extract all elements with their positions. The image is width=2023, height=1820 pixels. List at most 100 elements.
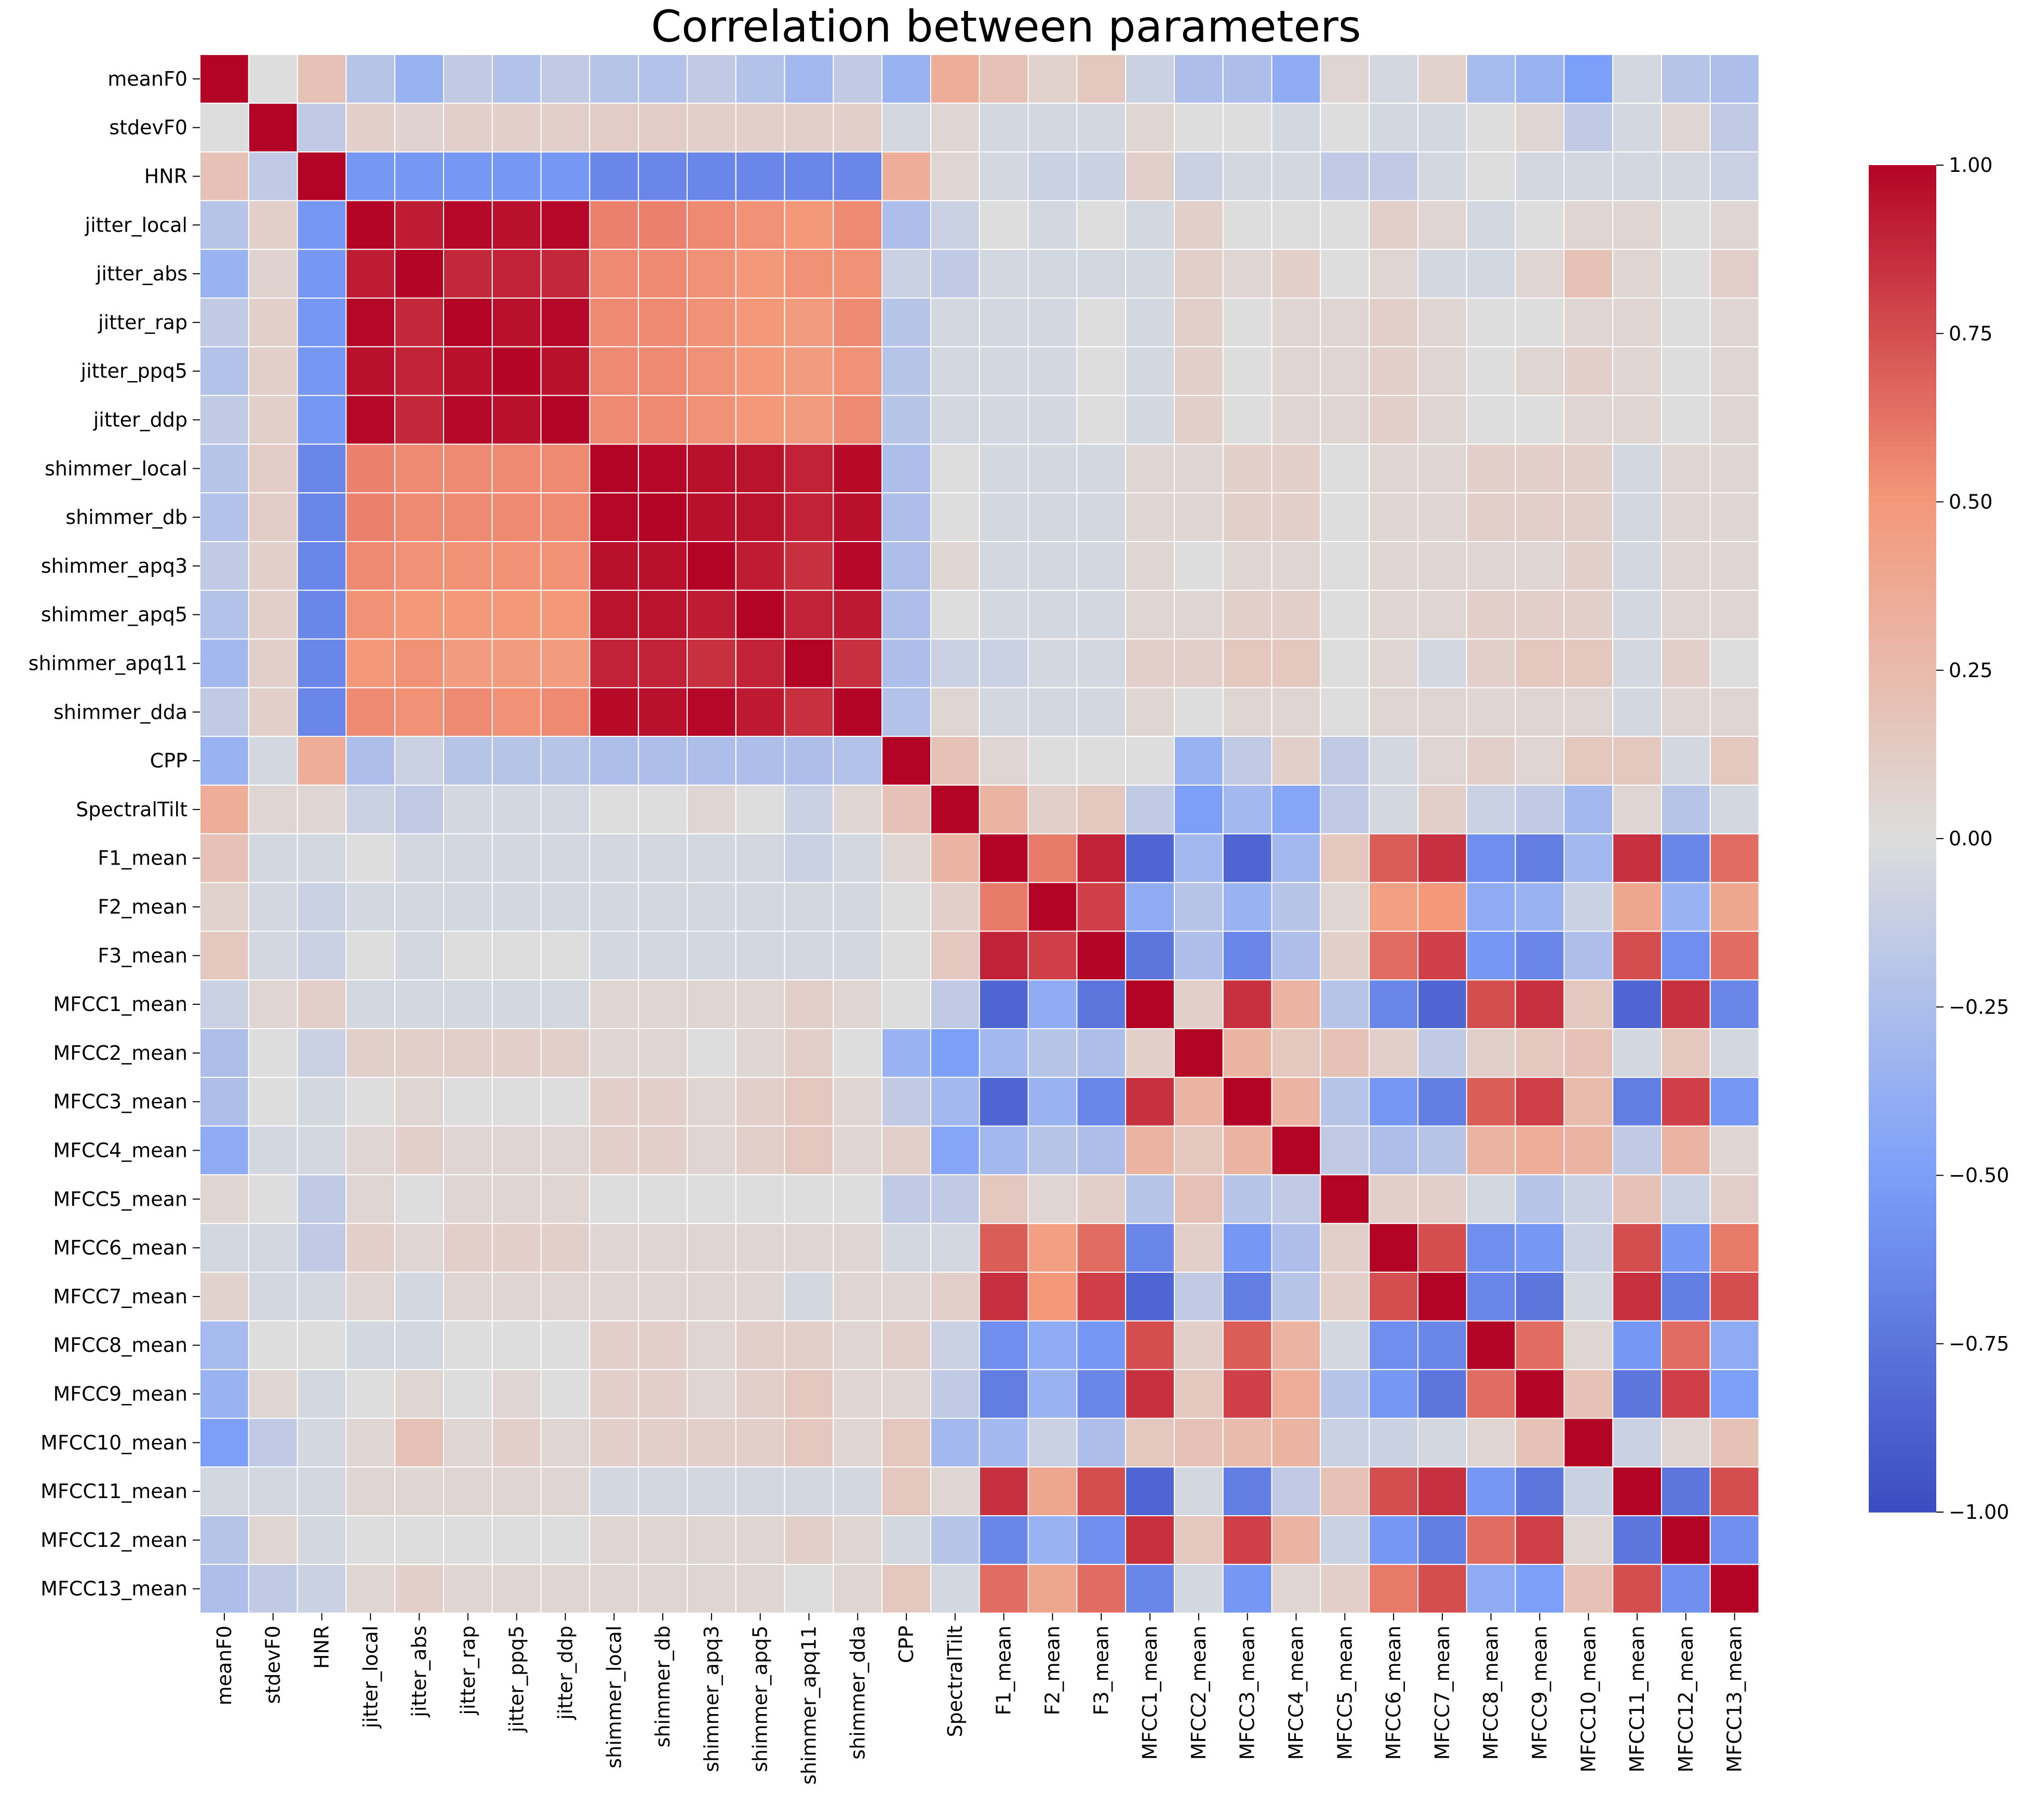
heatmap-cell: [1076, 785, 1127, 834]
colorbar-segment: [1869, 650, 1936, 657]
heatmap-cell: [833, 785, 883, 834]
heatmap-cell: [394, 1418, 445, 1468]
colorbar-segment: [1869, 596, 1936, 603]
heatmap-cell: [1271, 1369, 1321, 1419]
heatmap-cell: [1515, 1563, 1565, 1614]
colorbar-segment: [1869, 1222, 1936, 1230]
colorbar-tick-label: −0.25: [1949, 995, 2009, 1018]
heatmap-cell: [687, 54, 736, 104]
heatmap-cell: [735, 298, 785, 347]
heatmap-cell: [1222, 1418, 1272, 1468]
heatmap-cell: [1125, 200, 1175, 250]
heatmap-cell: [491, 1320, 542, 1370]
colorbar-segment: [1869, 367, 1936, 374]
heatmap-cell: [979, 1515, 1029, 1565]
colorbar-segment: [1869, 198, 1936, 206]
x-tick-labels: meanF0 stdevF0 HNR jitter_local jitter_abs ji…: [213, 1613, 1746, 1785]
heatmap-cell: [589, 1125, 639, 1176]
heatmap-cell: [1417, 785, 1467, 834]
heatmap-cell: [833, 443, 883, 494]
colorbar-segment: [1869, 1337, 1936, 1344]
heatmap-cell: [1271, 785, 1321, 834]
heatmap-cell: [1174, 54, 1224, 104]
heatmap-cell: [1709, 833, 1760, 883]
heatmap-cell: [1709, 882, 1760, 932]
heatmap-cell: [1563, 1369, 1614, 1419]
colorbar-segment: [1869, 899, 1936, 907]
heatmap-cell: [1612, 102, 1662, 153]
heatmap-cell: [394, 736, 445, 786]
heatmap-cell: [930, 54, 980, 104]
heatmap-cell: [638, 249, 688, 299]
heatmap-cell: [930, 443, 980, 494]
heatmap-cell: [1417, 589, 1467, 640]
y-tick-label: SpectralTilt: [76, 798, 187, 821]
heatmap-cell: [1661, 1223, 1711, 1273]
heatmap-cell: [1661, 395, 1711, 445]
heatmap-cell: [394, 687, 445, 737]
heatmap-cell: [735, 785, 785, 834]
y-tick-label: HNR: [144, 165, 187, 188]
colorbar-segment: [1869, 825, 1936, 832]
heatmap-cell: [1417, 200, 1467, 250]
heatmap-cell: [443, 1563, 493, 1614]
y-tick-label: MFCC7_mean: [53, 1285, 187, 1308]
heatmap-cell: [833, 1369, 883, 1419]
y-tick-label: MFCC9_mean: [53, 1383, 187, 1406]
colorbar-segment: [1869, 939, 1936, 947]
heatmap-cell: [979, 249, 1029, 299]
heatmap-cell: [930, 151, 980, 201]
heatmap-cell: [248, 1272, 298, 1322]
heatmap-cell: [833, 298, 883, 347]
heatmap-cell: [1369, 979, 1418, 1029]
heatmap-cell: [1320, 541, 1370, 591]
colorbar-segment: [1869, 812, 1936, 819]
heatmap-cell: [1515, 1223, 1565, 1273]
colorbar-segment: [1869, 737, 1936, 745]
heatmap-cell: [345, 589, 396, 640]
heatmap-cell: [1222, 1028, 1272, 1078]
heatmap-cell: [1709, 1174, 1760, 1224]
heatmap-cell: [1076, 1125, 1127, 1176]
heatmap-cell: [1076, 1174, 1127, 1224]
heatmap-cell: [687, 931, 736, 981]
colorbar-segment: [1869, 906, 1936, 913]
heatmap-cell: [1369, 1076, 1418, 1127]
heatmap-cell: [589, 346, 639, 396]
colorbar-segment: [1869, 1020, 1936, 1028]
heatmap-cell: [1222, 1515, 1272, 1565]
heatmap-cell: [1320, 1028, 1370, 1078]
colorbar-segment: [1869, 1397, 1936, 1405]
heatmap-cell: [1222, 1272, 1272, 1322]
heatmap-cell: [1320, 638, 1370, 689]
heatmap-cell: [1369, 1125, 1418, 1176]
colorbar-segment: [1869, 1431, 1936, 1439]
heatmap-cell: [540, 1563, 591, 1614]
heatmap-cell: [199, 736, 249, 786]
colorbar-segment: [1869, 273, 1936, 280]
colorbar-segment: [1869, 946, 1936, 954]
heatmap-cell: [248, 1515, 298, 1565]
heatmap-cell: [1612, 1272, 1662, 1322]
heatmap-cell: [833, 1028, 883, 1078]
colorbar-segment: [1869, 360, 1936, 368]
colorbar-segment: [1869, 562, 1936, 570]
heatmap-cell: [1222, 1320, 1272, 1370]
heatmap-cell: [1369, 882, 1418, 932]
heatmap-cell: [1709, 200, 1760, 250]
colorbar-segment: [1869, 885, 1936, 893]
heatmap-cell: [638, 1320, 688, 1370]
heatmap-cell: [687, 1076, 736, 1127]
heatmap-cell: [1417, 346, 1467, 396]
heatmap-cell: [1369, 1369, 1418, 1419]
heatmap-cell: [1027, 1223, 1078, 1273]
colorbar-tick-label: −0.75: [1949, 1332, 2009, 1355]
heatmap-cell: [443, 1320, 493, 1370]
heatmap-cell: [1076, 1028, 1127, 1078]
colorbar-segment: [1869, 791, 1936, 799]
heatmap-cell: [540, 931, 591, 981]
heatmap-cell: [1125, 931, 1175, 981]
heatmap-cell: [1222, 833, 1272, 883]
heatmap-cell: [1417, 249, 1467, 299]
